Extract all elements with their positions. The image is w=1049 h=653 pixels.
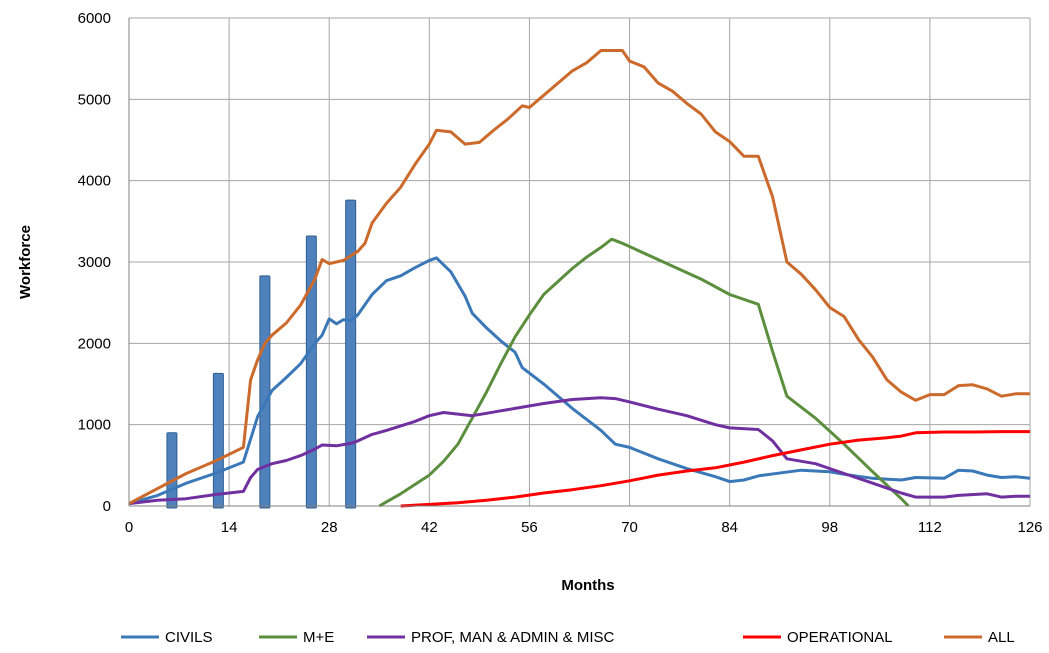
y-tick-label: 3000 — [78, 254, 111, 271]
legend: CIVILS M+E PROF, MAN & ADMIN & MISC OPERATI… — [121, 629, 1015, 646]
bar — [166, 432, 178, 509]
y-tick-label: 5000 — [78, 91, 111, 108]
y-tick-label: 1000 — [78, 417, 111, 434]
x-tick-label: 28 — [321, 519, 338, 536]
series-line-prof-man-admin-misc — [128, 396, 1030, 506]
legend-label: OPERATIONAL — [787, 629, 893, 646]
y-tick-label: 0 — [103, 498, 111, 515]
legend-label: CIVILS — [165, 629, 213, 646]
line-series — [128, 49, 1031, 508]
x-tick-label: 98 — [821, 519, 838, 536]
x-tick-label: 42 — [421, 519, 438, 536]
bar-series — [166, 199, 357, 509]
legend-label: ALL — [988, 629, 1015, 646]
bar — [345, 199, 357, 509]
series-line-m-e — [378, 237, 910, 508]
grid — [128, 17, 1031, 507]
x-tick-label: 84 — [721, 519, 738, 536]
series-line-all — [128, 49, 1030, 505]
x-tick-label: 70 — [621, 519, 638, 536]
series-line-operational — [400, 430, 1030, 508]
bar — [305, 235, 317, 509]
x-tick-label: 0 — [125, 519, 133, 536]
tick-labels: 0 1000 2000 3000 4000 5000 6000 0 14 28 42 56 70 84 98… — [78, 10, 1043, 536]
x-axis-title: Months — [561, 577, 614, 594]
x-tick-label: 112 — [918, 519, 942, 536]
bar — [259, 275, 271, 509]
y-axis-title: Workforce — [17, 225, 34, 299]
bar — [212, 372, 224, 509]
y-tick-label: 6000 — [78, 10, 111, 27]
x-tick-label: 14 — [221, 519, 238, 536]
axes — [128, 18, 1030, 507]
legend-label: M+E — [303, 629, 334, 646]
y-tick-label: 4000 — [78, 173, 111, 190]
x-tick-label: 56 — [521, 519, 538, 536]
y-tick-label: 2000 — [78, 335, 111, 352]
x-tick-label: 126 — [1017, 519, 1042, 536]
legend-label: PROF, MAN & ADMIN & MISC — [411, 629, 615, 646]
